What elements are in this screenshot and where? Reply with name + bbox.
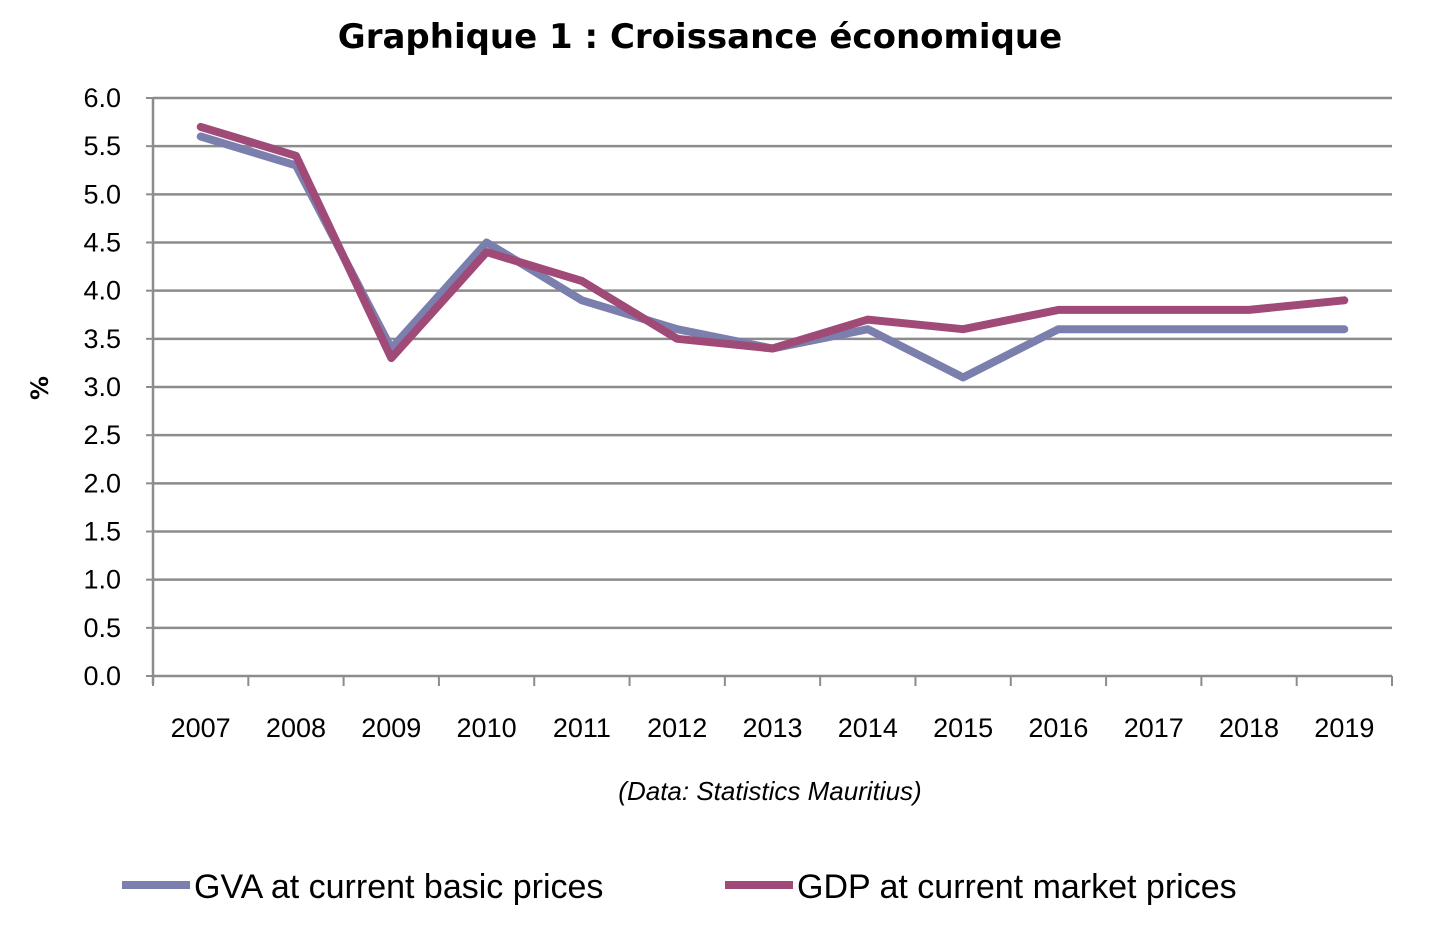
x-tick-label: 2018 — [1219, 713, 1279, 743]
series-line-gva — [196, 132, 1349, 382]
x-tick-label: 2010 — [457, 713, 517, 743]
y-tick-label: 4.5 — [83, 228, 121, 258]
y-tick-label: 3.5 — [83, 324, 121, 354]
y-axis-label: % — [26, 376, 54, 400]
x-tick-label: 2008 — [266, 713, 326, 743]
legend-label: GVA at current basic prices — [194, 868, 603, 906]
series-lines — [196, 122, 1349, 382]
x-tick-label: 2019 — [1314, 713, 1374, 743]
y-tick-label: 0.0 — [83, 661, 121, 691]
y-tick-label: 5.0 — [83, 179, 121, 209]
y-tick-label: 3.0 — [83, 372, 121, 402]
y-tick-label: 5.5 — [83, 131, 121, 161]
chart-title: Graphique 1 : Croissance économique — [338, 17, 1062, 57]
x-tick-label: 2014 — [838, 713, 898, 743]
x-tick-label: 2009 — [361, 713, 421, 743]
data-source-note: (Data: Statistics Mauritius) — [618, 776, 921, 806]
y-tick-labels: 0.0 0.5 1.0 1.5 2.0 2.5 3.0 3.5 4.0 4.5 5.0 5.5 6.0 — [83, 83, 121, 691]
y-tick-label: 2.5 — [83, 420, 121, 450]
legend: GVA at current basic prices GDP at curren… — [122, 868, 1237, 906]
gridlines — [153, 96, 1392, 630]
series-line-gdp — [196, 122, 1349, 363]
y-tick-label: 0.5 — [83, 613, 121, 643]
x-tick-label: 2012 — [647, 713, 707, 743]
y-tick-label: 2.0 — [83, 468, 121, 498]
x-tick-label: 2016 — [1028, 713, 1088, 743]
x-tick-labels: 2007 2008 2009 2010 2011 2012 2013 2014 2015 2016… — [171, 713, 1375, 743]
x-tick-label: 2015 — [933, 713, 993, 743]
y-tick-label: 4.0 — [83, 276, 121, 306]
axes — [146, 97, 1393, 686]
y-tick-label: 6.0 — [83, 83, 121, 113]
y-tick-label: 1.5 — [83, 517, 121, 547]
x-tick-label: 2007 — [171, 713, 231, 743]
legend-label: GDP at current market prices — [797, 868, 1237, 906]
x-tick-label: 2017 — [1124, 713, 1184, 743]
x-tick-label: 2013 — [742, 713, 802, 743]
x-tick-label: 2011 — [553, 713, 611, 743]
y-tick-label: 1.0 — [83, 565, 121, 595]
